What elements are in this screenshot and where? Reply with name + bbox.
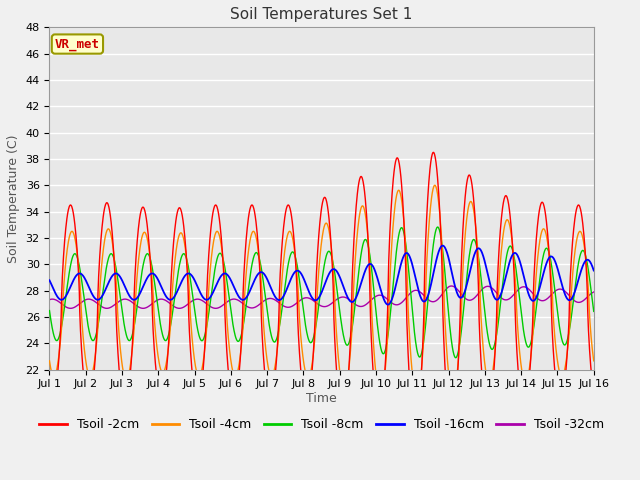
Title: Soil Temperatures Set 1: Soil Temperatures Set 1 (230, 7, 413, 22)
Tsoil -4cm (431, 182, 439, 188)
Text: VR_met: VR_met (55, 37, 100, 50)
Tsoil -32cm (167, 301, 175, 307)
Tsoil -8cm (478, 282, 486, 288)
Tsoil -16cm (384, 302, 392, 308)
Tsoil -2cm (228, 394, 236, 399)
Legend: Tsoil -2cm, Tsoil -4cm, Tsoil -8cm, Tsoil -16cm, Tsoil -32cm: Tsoil -2cm, Tsoil -4cm, Tsoil -8cm, Tsoi… (35, 413, 609, 436)
Tsoil -32cm (154, 297, 161, 303)
Tsoil -8cm (166, 323, 174, 329)
Tsoil -4cm (45, 358, 53, 364)
Tsoil -2cm (429, 149, 437, 155)
Tsoil -16cm (526, 294, 534, 300)
Tsoil -16cm (439, 243, 447, 249)
Tsoil -2cm (406, 384, 414, 390)
Tsoil -2cm (478, 371, 486, 376)
Tsoil -32cm (67, 305, 74, 311)
Tsoil -32cm (406, 290, 414, 296)
Tsoil -8cm (228, 312, 236, 317)
Tsoil -2cm (154, 378, 161, 384)
Tsoil -16cm (228, 278, 236, 284)
Tsoil -4cm (478, 327, 486, 333)
Tsoil -8cm (452, 355, 460, 360)
Tsoil -2cm (45, 391, 53, 396)
Tsoil -4cm (154, 347, 161, 353)
Tsoil -8cm (590, 309, 598, 314)
Tsoil -32cm (228, 297, 236, 302)
Line: Tsoil -16cm: Tsoil -16cm (49, 246, 594, 305)
Tsoil -32cm (45, 297, 53, 302)
Tsoil -16cm (590, 268, 598, 274)
Tsoil -16cm (166, 297, 174, 303)
Tsoil -32cm (478, 287, 486, 293)
Tsoil -16cm (478, 249, 486, 255)
Tsoil -8cm (45, 308, 53, 313)
Tsoil -4cm (526, 362, 534, 368)
Tsoil -4cm (590, 358, 598, 364)
Line: Tsoil -2cm: Tsoil -2cm (49, 152, 594, 429)
Tsoil -8cm (434, 224, 442, 230)
Tsoil -32cm (526, 287, 534, 293)
Tsoil -4cm (376, 393, 384, 399)
Tsoil -4cm (228, 361, 236, 367)
Tsoil -32cm (448, 283, 456, 289)
Tsoil -32cm (590, 289, 598, 295)
Tsoil -8cm (154, 300, 161, 306)
Tsoil -8cm (406, 281, 414, 287)
Tsoil -2cm (590, 391, 598, 396)
Tsoil -2cm (526, 369, 534, 374)
Line: Tsoil -32cm: Tsoil -32cm (49, 286, 594, 308)
X-axis label: Time: Time (306, 392, 337, 405)
Line: Tsoil -4cm: Tsoil -4cm (49, 185, 594, 396)
Tsoil -2cm (166, 292, 174, 298)
Tsoil -4cm (406, 346, 414, 351)
Y-axis label: Soil Temperature (C): Soil Temperature (C) (7, 134, 20, 263)
Tsoil -2cm (412, 426, 419, 432)
Tsoil -4cm (166, 323, 174, 329)
Tsoil -16cm (154, 276, 161, 281)
Tsoil -16cm (45, 277, 53, 283)
Tsoil -8cm (526, 343, 534, 348)
Line: Tsoil -8cm: Tsoil -8cm (49, 227, 594, 358)
Tsoil -16cm (406, 255, 414, 261)
